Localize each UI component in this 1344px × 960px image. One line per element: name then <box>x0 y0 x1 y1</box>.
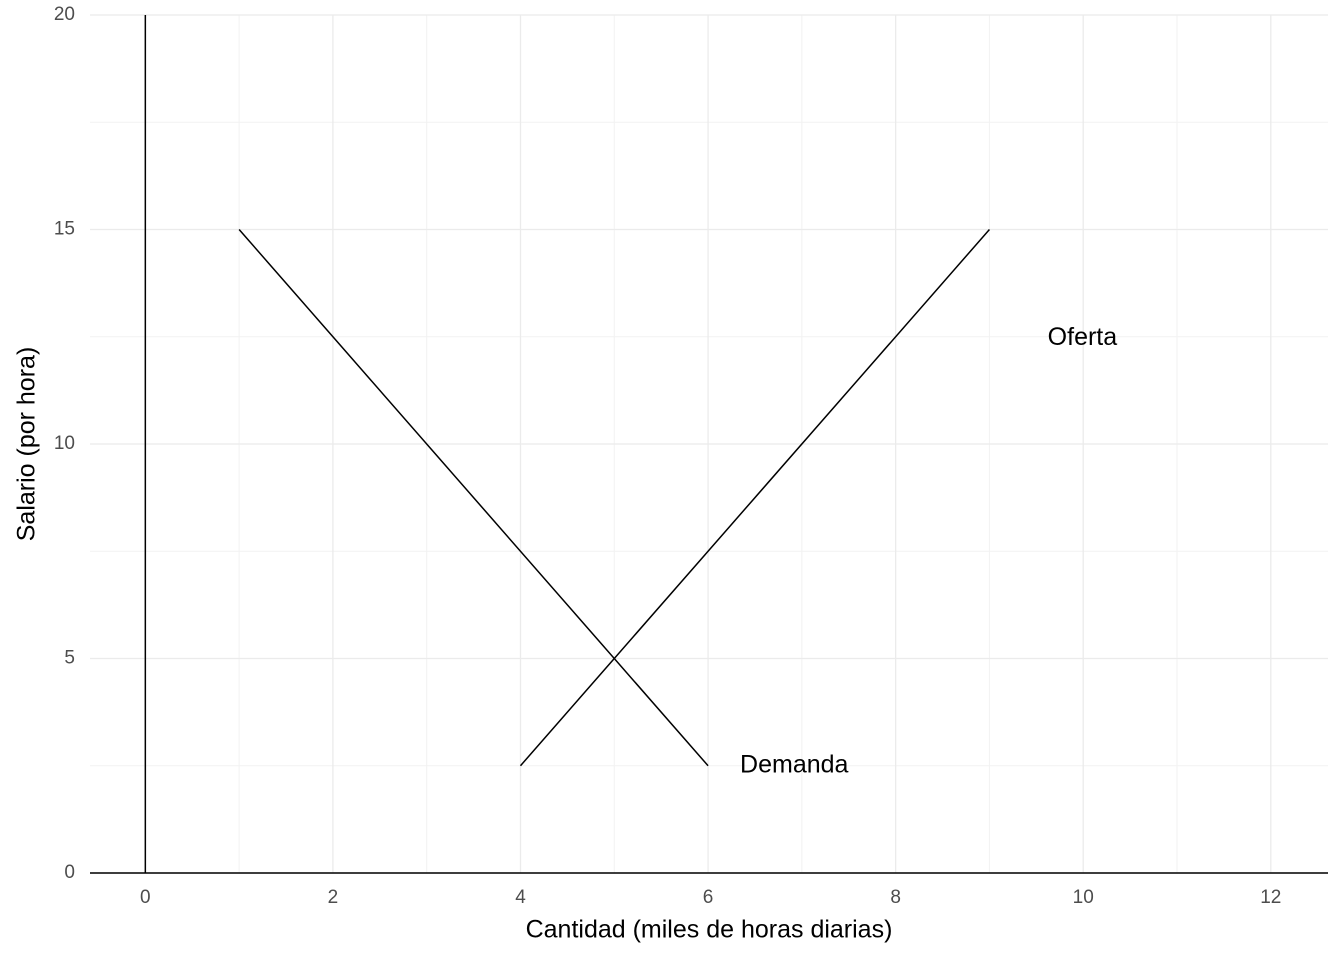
x-tick-label: 4 <box>515 887 526 908</box>
x-tick-label: 2 <box>328 887 339 908</box>
y-tick-label: 0 <box>64 862 75 883</box>
series-line <box>519 229 990 767</box>
series-label: Demanda <box>740 750 848 778</box>
x-axis-title: Cantidad (miles de horas diarias) <box>526 916 893 944</box>
y-axis-title: Salario (por hora) <box>13 347 41 542</box>
x-tick-label: 0 <box>140 887 151 908</box>
x-tick-label: 6 <box>703 887 714 908</box>
y-tick-label: 15 <box>54 219 75 240</box>
x-tick-label: 8 <box>890 887 901 908</box>
x-tick-label: 12 <box>1260 887 1281 908</box>
y-tick-label: 20 <box>54 4 75 25</box>
y-tick-label: 10 <box>54 433 75 454</box>
series-line <box>238 229 709 767</box>
x-tick-label: 10 <box>1073 887 1094 908</box>
series-label: Oferta <box>1048 323 1118 351</box>
y-tick-label: 5 <box>64 648 75 669</box>
